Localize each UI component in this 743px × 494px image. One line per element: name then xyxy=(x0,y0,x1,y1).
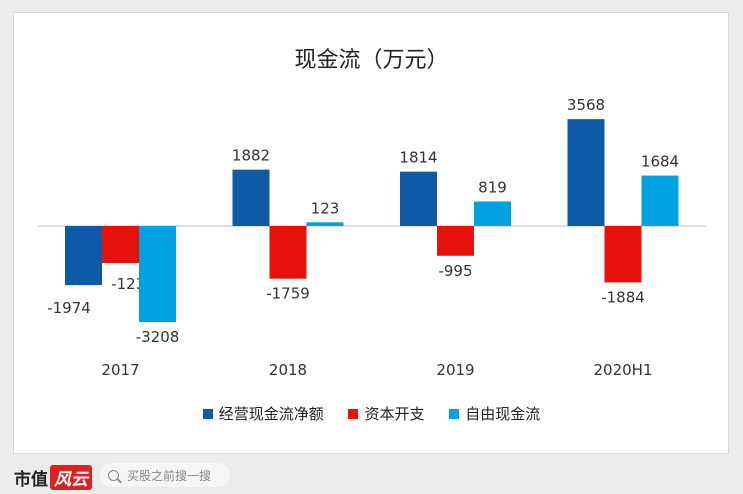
data-label: -1974 xyxy=(47,299,91,317)
data-label: -995 xyxy=(438,262,472,280)
bar xyxy=(604,226,642,283)
brand-name: 市值 xyxy=(14,470,48,490)
legend-item-capex: 资本开支 xyxy=(348,403,425,424)
legend-swatch-blue xyxy=(202,408,213,419)
legend-swatch-light-blue xyxy=(449,408,460,419)
legend-swatch-red xyxy=(348,408,359,419)
data-label: -1884 xyxy=(601,288,645,306)
chart-title: 现金流（万元） xyxy=(294,48,449,73)
data-label: -1759 xyxy=(266,285,310,303)
data-label: 1684 xyxy=(641,153,679,171)
data-label: 819 xyxy=(478,178,507,196)
bar xyxy=(474,201,511,226)
bar xyxy=(567,119,605,226)
category-label: 2017 xyxy=(101,361,139,379)
bar xyxy=(139,226,176,323)
legend: 经营现金流净额 资本开支 自由现金流 xyxy=(0,403,743,424)
legend-item-free-cash-flow: 自由现金流 xyxy=(449,403,540,424)
bar xyxy=(437,226,474,256)
brand-mark: 风云 xyxy=(50,465,92,490)
search-icon xyxy=(108,469,119,481)
data-label: -3208 xyxy=(136,328,180,346)
bar xyxy=(269,226,307,279)
search-placeholder: 买股之前搜一搜 xyxy=(127,468,212,483)
legend-item-operating-cash-flow: 经营现金流净额 xyxy=(202,403,324,424)
bar xyxy=(400,171,437,226)
legend-label: 自由现金流 xyxy=(465,405,541,423)
bar xyxy=(102,226,139,263)
legend-label: 资本开支 xyxy=(364,405,425,423)
data-label: 123 xyxy=(311,199,340,217)
category-label: 2018 xyxy=(269,361,307,379)
bar xyxy=(232,169,270,226)
data-label: 3568 xyxy=(567,96,605,114)
category-label: 2019 xyxy=(436,361,474,379)
data-label: 1814 xyxy=(399,149,437,167)
data-label: 1882 xyxy=(232,147,270,165)
footer-bar: 市值 风云 买股之前搜一搜 xyxy=(0,456,743,494)
search-box[interactable]: 买股之前搜一搜 xyxy=(100,463,230,487)
category-label: 2020H1 xyxy=(594,361,653,379)
bar xyxy=(306,222,344,226)
brand-logo[interactable]: 市值 风云 xyxy=(14,465,92,490)
legend-label: 经营现金流净额 xyxy=(218,405,324,423)
bar xyxy=(65,226,102,286)
bar xyxy=(641,175,679,226)
